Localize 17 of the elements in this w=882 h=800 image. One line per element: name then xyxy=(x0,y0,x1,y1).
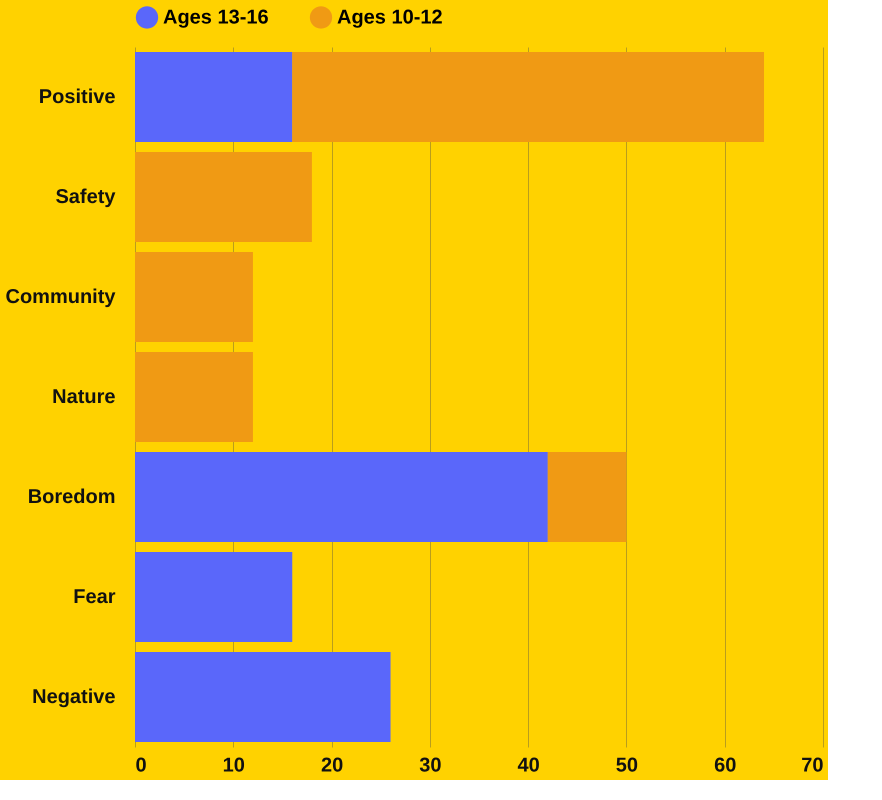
legend-label: Ages 13-16 xyxy=(163,6,269,28)
x-tick-label: 10 xyxy=(222,754,245,776)
x-tick-label: 40 xyxy=(518,754,540,776)
y-tick-label: Negative xyxy=(32,686,116,708)
x-tick-label: 20 xyxy=(320,754,344,776)
x-tick-label: 70 xyxy=(801,754,824,776)
x-tick-label: 30 xyxy=(419,754,442,776)
y-tick-label: Boredom xyxy=(28,486,116,508)
x-tick-label: 60 xyxy=(714,754,736,776)
x-tick-label: 50 xyxy=(616,754,638,776)
y-tick-label: Positive xyxy=(38,86,116,108)
y-tick-label: Safety xyxy=(55,186,116,208)
y-tick-label: Community xyxy=(6,286,116,308)
y-tick-label: Nature xyxy=(52,386,116,408)
y-tick-label: Fear xyxy=(73,586,116,608)
legend-label: Ages 10-12 xyxy=(337,6,443,28)
x-tick-label: 0 xyxy=(136,754,147,776)
